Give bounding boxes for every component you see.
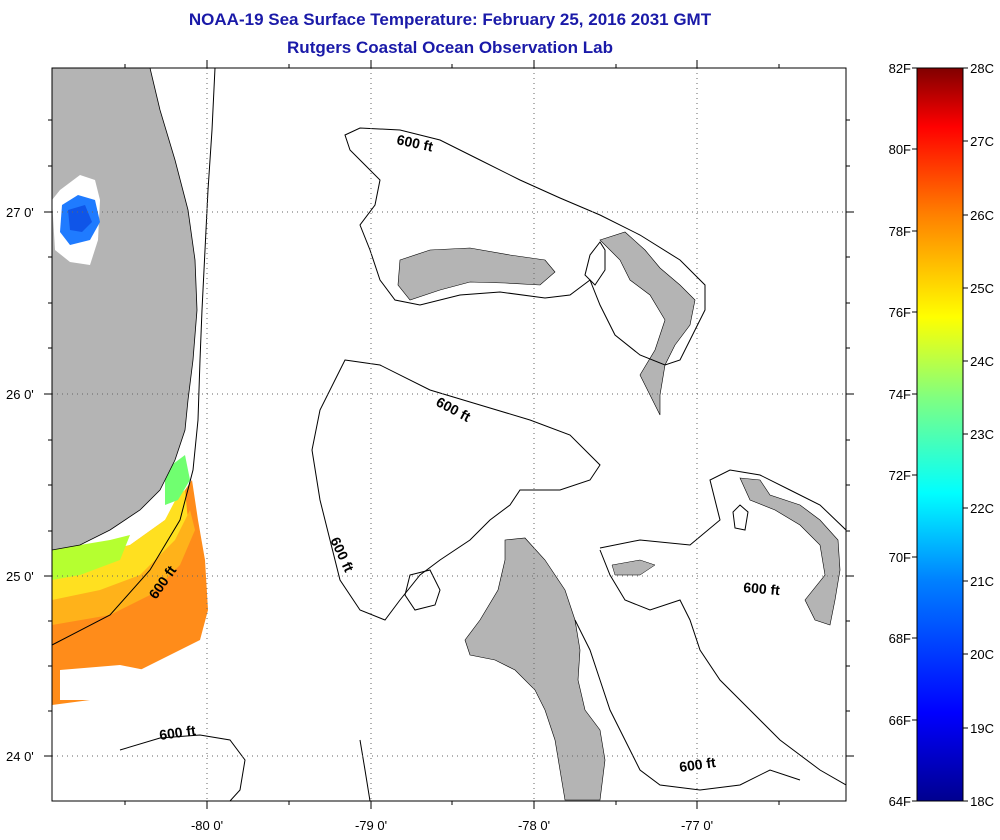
lat-label-25: 25 0' [6,569,34,584]
colorbar-f-label: 80F [889,142,911,157]
lon-label-77: -77 0' [681,818,713,833]
colorbar-gradient [916,67,964,802]
colorbar-c-label: 24C [970,354,994,369]
colorbar-f-label: 72F [889,468,911,483]
graticule [52,68,846,801]
contour-label: 600 ft [158,722,197,743]
grand-bahama-land [397,247,556,301]
andros-land [464,537,606,801]
contour-label: 600 ft [395,131,434,154]
colorbar-c-label: 21C [970,574,994,589]
eleuthera-land [739,477,841,626]
lon-label-79: -79 0' [355,818,387,833]
colorbar-f-label: 82F [889,61,911,76]
colorbar-c-label: 23C [970,427,994,442]
colorbar-c-label: 18C [970,794,994,809]
map-title: NOAA-19 Sea Surface Temperature: Februar… [188,10,712,29]
contour-label: 600 ft [678,754,717,775]
colorbar-f-label: 70F [889,550,911,565]
colorbar-c-label: 25C [970,281,994,296]
colorbar-c-label: 26C [970,208,994,223]
colorbar-f-label: 64F [889,794,911,809]
bathymetry-contours [52,68,846,801]
colorbar-c-label: 28C [970,61,994,76]
map-area [52,68,846,801]
colorbar: 82F 80F 78F 76F 74F 72F 70F 68F 66F 64F … [889,61,994,809]
colorbar-f-label: 68F [889,631,911,646]
colorbar-f-label: 74F [889,387,911,402]
lat-label-26: 26 0' [6,387,34,402]
lat-label-27: 27 0' [6,205,34,220]
colorbar-c-label: 27C [970,134,994,149]
map-frame [51,67,847,802]
map-subtitle: Rutgers Coastal Ocean Observation Lab [287,38,613,57]
colorbar-c-label: 19C [970,721,994,736]
colorbar-f-label: 78F [889,224,911,239]
colorbar-f-label: 76F [889,305,911,320]
lon-label-80: -80 0' [191,818,223,833]
abaco-land [599,231,696,416]
lat-label-24: 24 0' [6,749,34,764]
colorbar-c-label: 20C [970,647,994,662]
axis-ticks [44,60,854,809]
colorbar-f-label: 66F [889,713,911,728]
lon-label-78: -78 0' [518,818,550,833]
contour-label: 600 ft [743,579,781,598]
colorbar-c-label: 22C [970,501,994,516]
